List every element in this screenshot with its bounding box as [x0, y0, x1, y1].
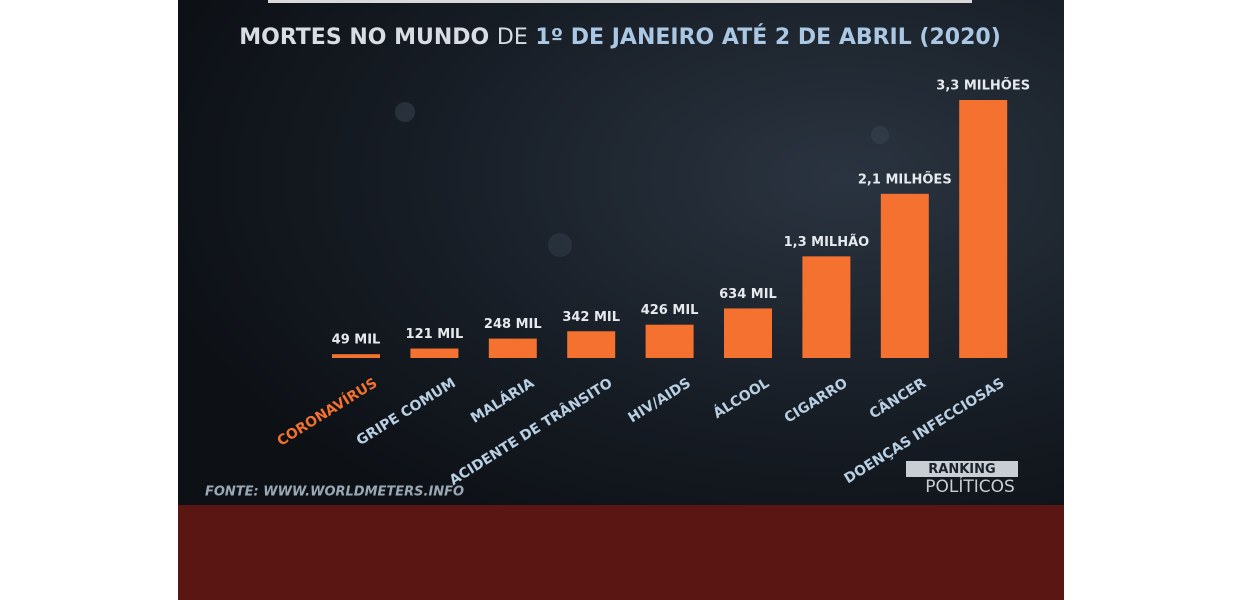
title-part: MORTES NO MUNDO: [239, 25, 489, 50]
chart-title: MORTES NO MUNDO DE 1º DE JANEIRO ATÉ 2 D…: [239, 24, 1001, 50]
bar: [959, 100, 1007, 358]
source: FONTE: WWW.WORLDMETERS.INFO: [205, 485, 464, 500]
value-label: 49 MIL: [332, 333, 381, 348]
value-label: 342 MIL: [562, 310, 620, 325]
value-label: 426 MIL: [641, 303, 699, 318]
bar: [724, 308, 772, 358]
value-label: 1,3 MILHÃO: [784, 234, 870, 250]
decor-dot: [871, 126, 889, 144]
bar: [802, 256, 850, 358]
title-part: 1º DE JANEIRO ATÉ 2 DE ABRIL (2020): [535, 24, 1000, 50]
value-label: 3,3 MILHÕES: [936, 78, 1030, 94]
decor-dot: [395, 102, 415, 122]
value-label: 634 MIL: [719, 287, 777, 302]
bar: [332, 354, 380, 358]
top-strip: [268, 0, 972, 3]
decor-dot: [548, 233, 572, 257]
bar: [410, 349, 458, 358]
footer-band: [178, 505, 1064, 600]
value-label: 248 MIL: [484, 317, 542, 332]
bar: [646, 325, 694, 358]
value-label: 121 MIL: [406, 327, 464, 342]
bar: [567, 331, 615, 358]
title-part: DE: [497, 25, 528, 50]
brand-bottom: POLÍTICOS: [925, 475, 1015, 497]
value-label: 2,1 MILHÕES: [858, 171, 952, 187]
bar: [489, 339, 537, 358]
brand-top: RANKING: [928, 462, 995, 477]
bar: [881, 194, 929, 358]
